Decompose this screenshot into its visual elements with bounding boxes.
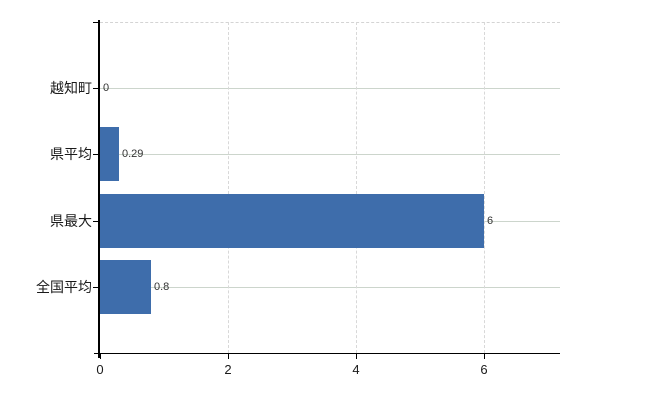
x-tick xyxy=(228,354,229,359)
y-tick xyxy=(93,154,100,155)
value-label: 0.29 xyxy=(122,148,144,160)
gridline-h xyxy=(100,88,560,89)
x-tick xyxy=(100,354,101,359)
y-tick xyxy=(93,221,100,222)
x-tick xyxy=(356,354,357,359)
y-axis-category-label: 全国平均 xyxy=(36,279,92,295)
y-axis-category-label: 県最大 xyxy=(50,213,92,229)
plot-top-border xyxy=(100,22,560,23)
x-tick-label: 0 xyxy=(96,362,104,377)
x-tick xyxy=(484,354,485,359)
y-tick xyxy=(93,287,100,288)
bar xyxy=(100,194,484,248)
value-label: 0.8 xyxy=(154,281,170,293)
y-tick xyxy=(93,88,100,89)
x-tick-label: 4 xyxy=(352,362,360,377)
value-label: 6 xyxy=(487,215,494,227)
x-axis-line xyxy=(94,353,560,354)
x-tick-label: 2 xyxy=(224,362,232,377)
gridline-h xyxy=(100,154,560,155)
gridline-v xyxy=(228,22,229,353)
bar xyxy=(100,127,119,181)
bar xyxy=(100,260,151,314)
y-axis-category-label: 県平均 xyxy=(50,146,92,162)
value-label: 0 xyxy=(103,82,110,94)
y-axis-line xyxy=(98,20,100,358)
gridline-v xyxy=(356,22,357,353)
gridline-h xyxy=(100,287,560,288)
x-tick-label: 6 xyxy=(480,362,488,377)
y-axis-category-label: 越知町 xyxy=(50,80,92,96)
y-tick xyxy=(93,22,100,23)
gridline-v xyxy=(484,22,485,353)
